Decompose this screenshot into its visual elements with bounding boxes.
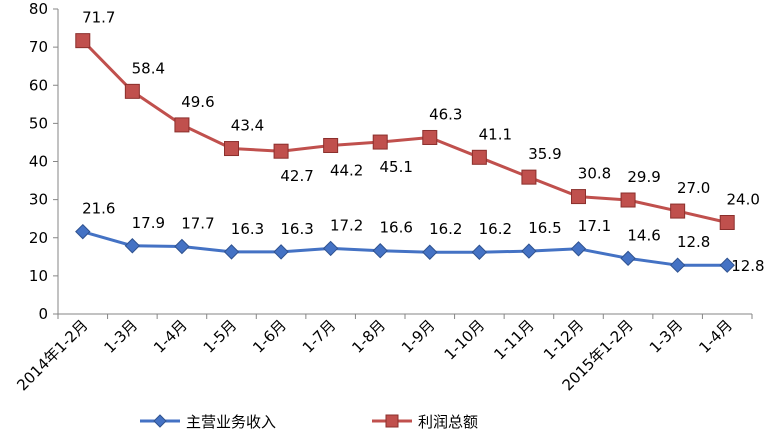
data-label: 16.5 [528, 219, 561, 237]
data-label: 17.9 [132, 214, 165, 232]
data-point [273, 143, 289, 159]
data-label: 16.3 [280, 220, 313, 238]
y-tick-label: 20 [29, 229, 48, 247]
x-tick-label: 2014年1-2月 [13, 316, 91, 394]
legend-label: 利润总额 [418, 413, 478, 431]
x-tick-label: 1-8月 [348, 316, 389, 357]
data-point [471, 244, 488, 260]
data-label: 49.6 [181, 93, 214, 111]
x-tick-label: 1-5月 [200, 316, 241, 357]
data-label: 16.3 [231, 220, 264, 238]
data-label: 29.9 [627, 168, 660, 186]
data-point [471, 149, 487, 165]
data-label: 17.1 [578, 217, 611, 235]
x-tick-label: 1-3月 [101, 316, 142, 357]
data-point [620, 250, 636, 267]
data-label: 46.3 [429, 105, 462, 123]
data-point [124, 238, 141, 254]
series-line-1 [81, 39, 728, 224]
data-label: 44.2 [330, 161, 363, 179]
data-point [174, 238, 190, 255]
data-point [323, 137, 339, 153]
data-label: 43.4 [231, 117, 264, 135]
series-line-0 [82, 230, 728, 267]
series-layer [75, 33, 735, 273]
y-tick-label: 10 [29, 267, 48, 285]
data-point [571, 189, 586, 205]
legend: 主营业务收入 利润总额 [140, 413, 478, 431]
data-point [719, 257, 735, 273]
data-point [719, 215, 735, 230]
y-tick-label: 0 [38, 305, 48, 323]
x-tick-label: 1-6月 [249, 316, 290, 357]
x-tick-label: 1-10月 [441, 316, 488, 363]
x-axis: 2014年1-2月 1-3月 1-4月 1-5月 1-6月 1-7月 1-8月 1-9月 1-1… [13, 313, 753, 394]
data-point [174, 117, 190, 133]
data-point [124, 83, 140, 99]
data-point [273, 244, 289, 260]
data-point [422, 244, 438, 260]
data-label: 17.2 [330, 216, 363, 234]
data-label: 42.7 [280, 167, 313, 185]
y-tick-label: 30 [29, 191, 48, 209]
y-tick-label: 70 [29, 38, 48, 56]
y-tick-label: 80 [29, 0, 48, 18]
data-point [75, 33, 91, 49]
data-label: 16.2 [479, 220, 512, 238]
data-label: 12.8 [731, 257, 764, 275]
x-tick-label: 1-11月 [490, 316, 537, 363]
data-label: 27.0 [677, 179, 710, 197]
data-label: 17.7 [181, 215, 214, 233]
data-label: 41.1 [479, 125, 512, 143]
y-tick-label: 40 [29, 153, 48, 171]
legend-label: 主营业务收入 [186, 413, 276, 431]
x-tick-label: 1-9月 [398, 316, 439, 357]
data-label: 71.7 [82, 9, 115, 27]
data-label: 30.8 [578, 165, 611, 183]
data-point [224, 141, 239, 157]
data-label: 24.0 [727, 191, 760, 209]
data-point [422, 129, 438, 145]
data-label: 12.8 [677, 233, 710, 251]
y-axis: 0 10 20 30 40 50 60 70 80 [29, 0, 59, 323]
y-tick-label: 50 [29, 114, 48, 132]
data-point [521, 169, 537, 185]
data-label: 21.6 [82, 200, 115, 218]
data-point [570, 241, 587, 257]
data-label: 16.6 [380, 219, 413, 237]
data-point [75, 223, 91, 240]
data-label: 14.6 [627, 226, 660, 244]
legend-marker [153, 414, 167, 428]
y-tick-label: 60 [29, 76, 48, 94]
data-point [669, 257, 686, 273]
data-label: 45.1 [380, 158, 413, 176]
data-label: 16.2 [429, 220, 462, 238]
data-point [322, 240, 339, 257]
data-point [670, 203, 686, 219]
x-tick-label: 1-4月 [150, 316, 191, 357]
legend-marker [385, 414, 399, 428]
data-labels: 21.6 17.9 17.7 16.3 16.3 17.2 16.6 16.2 16.2 16.5… [82, 9, 765, 276]
data-point [223, 244, 240, 260]
x-tick-label: 1-12月 [540, 316, 587, 363]
data-point [521, 243, 537, 259]
data-label: 35.9 [528, 145, 561, 163]
data-label: 58.4 [132, 59, 165, 77]
data-point [372, 134, 388, 150]
data-point [620, 192, 636, 208]
x-tick-label: 1-3月 [646, 316, 687, 357]
x-tick-label: 1-4月 [695, 316, 736, 357]
data-point [372, 243, 388, 259]
x-tick-label: 1-7月 [299, 316, 340, 357]
